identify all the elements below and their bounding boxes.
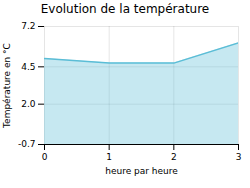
svg-text:4.5: 4.5 — [21, 62, 35, 72]
svg-text:-0.7: -0.7 — [18, 139, 36, 149]
svg-text:0: 0 — [42, 152, 48, 162]
html-text:Evolution de la température: Evolution de la température — [40, 2, 210, 16]
svg-text:2.0: 2.0 — [21, 99, 36, 109]
svg-text:2: 2 — [171, 152, 177, 162]
svg-text:Température en °C: Température en °C — [2, 43, 12, 129]
svg-text:heure par heure: heure par heure — [105, 166, 178, 176]
svg-text:3: 3 — [236, 152, 242, 162]
svg-text:7.2: 7.2 — [21, 21, 35, 31]
svg-text:1: 1 — [106, 152, 112, 162]
